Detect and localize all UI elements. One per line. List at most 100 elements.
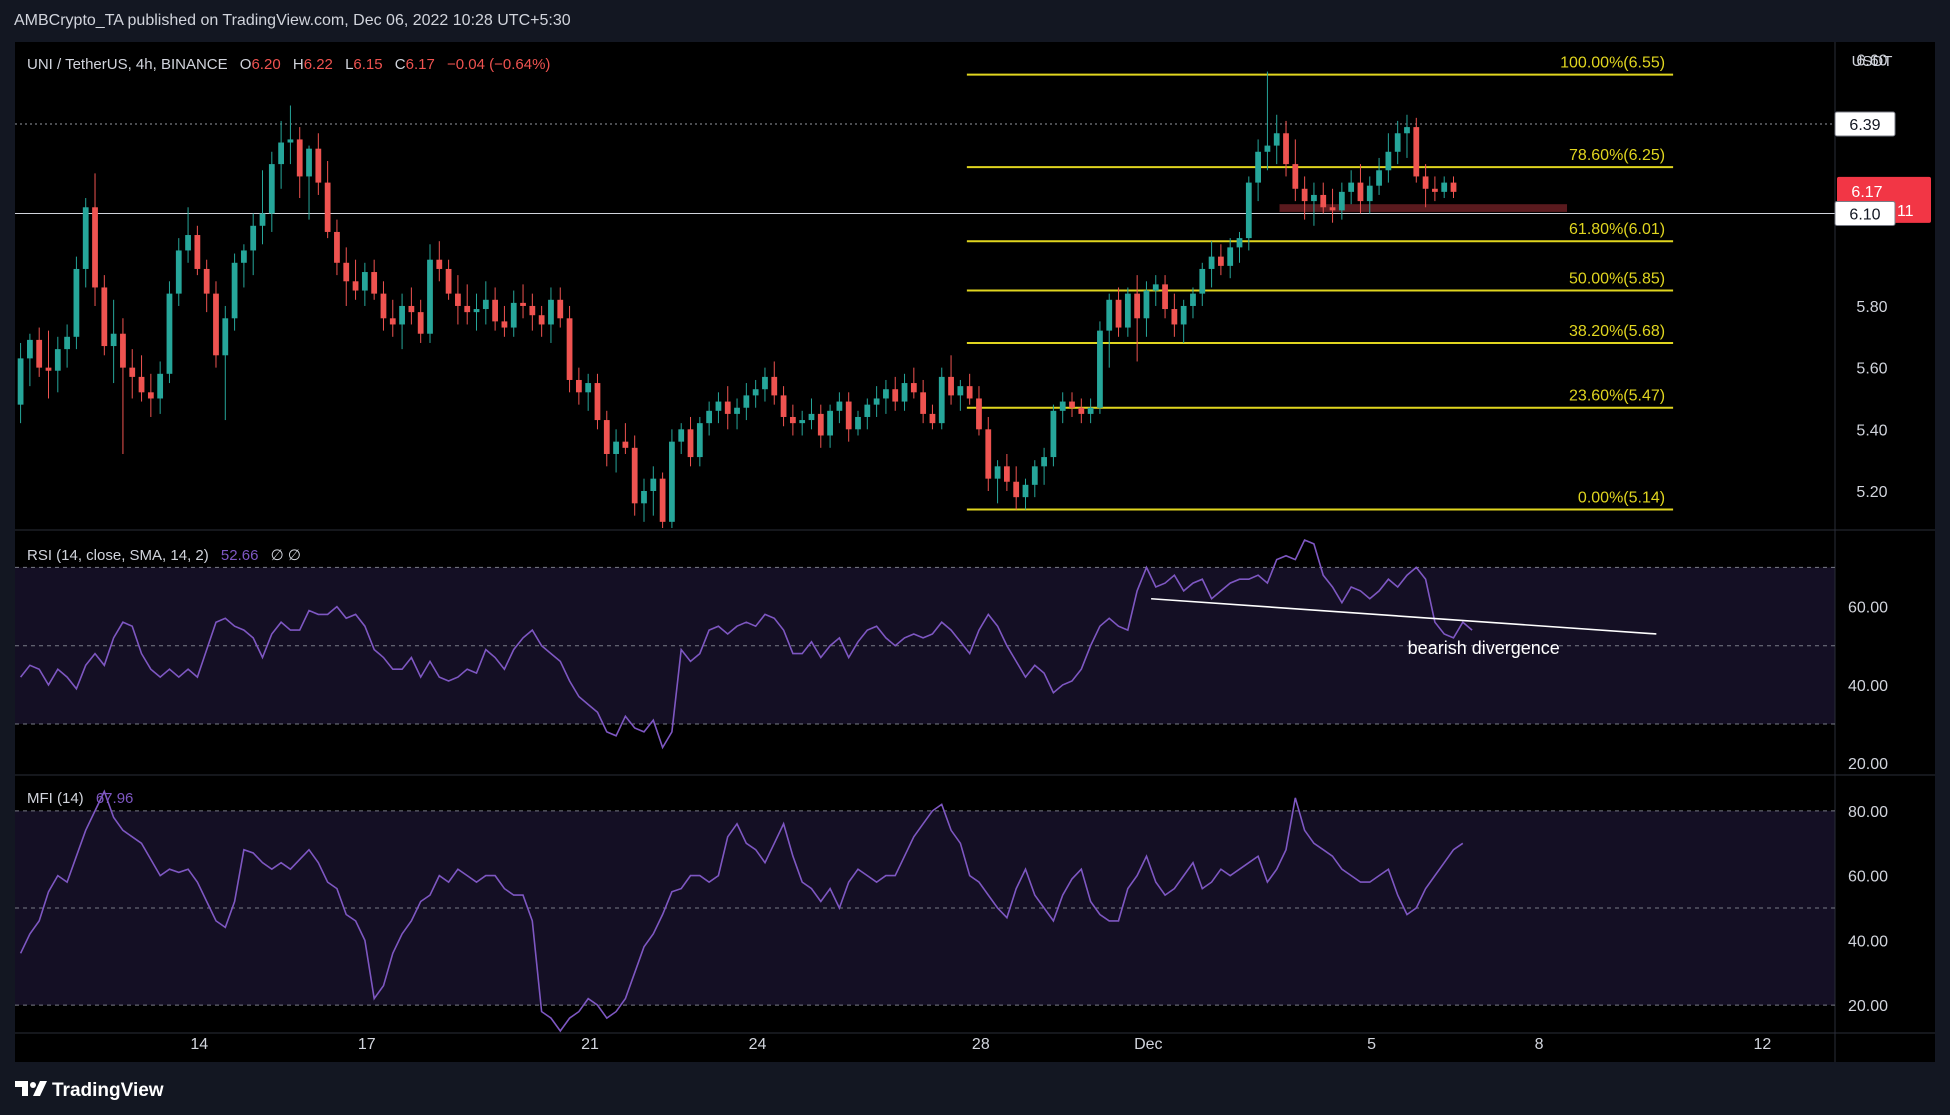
bearish-divergence-line[interactable] [1151,597,1657,635]
time-tick-label: 24 [749,1036,767,1053]
time-tick-label: Dec [1134,1036,1162,1053]
candle-body [1134,293,1141,319]
price-badge-0[interactable] [1834,111,1896,137]
candle-body [1152,284,1159,291]
change-value: −0.04 (−0.64%) [447,56,550,73]
candle-body [1199,268,1206,294]
candle-body [910,383,917,393]
candle-body [548,299,554,325]
candle-body [399,305,405,325]
candle-body [268,164,275,214]
candle-body [1143,290,1150,319]
tradingview-logo-slash [33,1081,47,1096]
time-tick-label: 8 [1535,1036,1544,1053]
candle-body [166,293,173,374]
candle-body [82,207,89,269]
candlesticks [17,71,1457,528]
time-axis-ticks: 14 17 21 24 28 Dec 5 8 12 [190,1036,1771,1053]
candle-body [73,268,80,337]
candle-body [892,389,899,402]
candle-body [566,318,573,380]
candle-body [948,376,954,396]
candle-body [1441,182,1448,192]
candle-body [659,478,666,522]
candle-body [687,429,694,458]
open-value: 6.20 [251,56,280,73]
candle-body [1124,293,1131,328]
candle-body [45,367,52,371]
candle-body [1236,238,1243,248]
candle-body [1003,466,1010,482]
candle-body [1301,188,1308,202]
candle-body [138,376,145,393]
candle-body [445,268,452,294]
candle-body [1422,176,1429,189]
candle-body [1208,256,1215,269]
fibonacci-retracement[interactable]: 100.00%(6.55) 78.60%(6.25) 61.80%(6.01) 50.… [966,55,1674,511]
price-tick-label: 5.40 [1856,422,1887,439]
candle-body [1190,293,1196,306]
price-axis-ticks: 5.20 5.40 5.60 5.80 6.60 [1856,52,1887,501]
tradingview-logo-icon [15,1081,28,1096]
candle-body [827,410,833,436]
rsi-legend[interactable]: RSI (14, close, SMA, 14, 2) 52.66 ∅ ∅ [27,547,301,564]
candle-body [1311,194,1317,202]
time-tick-label: 28 [972,1036,990,1053]
candle-body [1031,466,1038,485]
candle-body [492,299,499,322]
support-zone-0[interactable] [1279,204,1568,212]
candle-body [147,392,154,399]
tradingview-logo[interactable]: TradingView [15,1080,164,1101]
fib-level-label-6: 0.00%(5.14) [1578,489,1665,506]
candle-body [1171,309,1178,325]
mfi-series-line [19,789,1464,1033]
candle-body [1041,457,1047,467]
candle-body [780,395,787,417]
rsi-axis-ticks: 20.00 40.00 60.00 [1848,600,1888,774]
price-tick-label: 6.60 [1856,52,1887,69]
close-label: C [395,56,406,73]
candle-body [957,386,964,396]
candle-body [371,272,378,294]
symbol-legend[interactable]: UNI / TetherUS, 4h, BINANCE O6.20 H6.22 … [27,56,550,73]
price-badge-label-0: 6.39 [1849,117,1880,134]
rsi-value: 52.66 [221,547,259,564]
candle-body [352,281,359,291]
fib-level-label-2: 61.80%(6.01) [1569,221,1665,238]
mfi-tick-label: 20.00 [1848,998,1888,1015]
last-price-value: 6.17 [1851,184,1882,201]
candle-body [241,250,247,263]
candle-body [455,293,461,306]
candle-body [1292,164,1299,189]
candle-body [762,376,768,390]
candle-body [1394,133,1401,152]
candle-body [724,401,731,414]
mfi-legend[interactable]: MFI (14) 67.96 [27,790,133,807]
price-badge-2[interactable] [1834,200,1896,226]
time-tick-label: 5 [1367,1036,1376,1053]
price-badges: 6.396.1703:01:116.10 [1834,111,1931,226]
candle-body [213,293,219,356]
candle-body [222,318,229,356]
candle-body [994,466,1001,479]
time-tick-label: 17 [358,1036,376,1053]
low-value: 6.15 [353,56,382,73]
candle-body [771,376,778,396]
time-tick-label: 14 [190,1036,208,1053]
candle-body [603,420,610,454]
candle-body [1413,127,1420,177]
candle-body [1078,407,1085,414]
candle-body [873,398,880,405]
candle-body [1432,188,1438,192]
candle-body [417,312,424,334]
horizontal-lines [15,123,1835,214]
candle-body [1218,256,1224,266]
candle-body [175,250,182,294]
candle-body [1404,127,1410,134]
candle-body [1115,299,1122,328]
candle-body [92,207,98,288]
candle-body [1050,410,1057,458]
open-label: O [240,56,252,73]
candle-body [501,321,508,328]
